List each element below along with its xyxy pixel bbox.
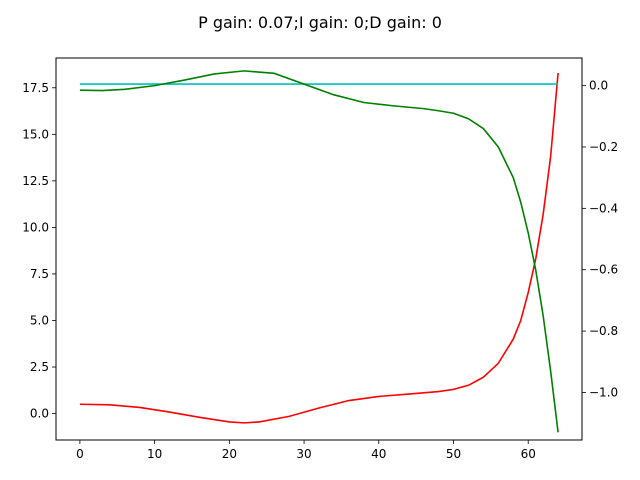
y-right-tick-label: −0.8 [589, 324, 618, 338]
x-tick-label: 20 [222, 447, 237, 461]
x-tick-label: 40 [371, 447, 386, 461]
y-right-tick-label: −1.0 [589, 385, 618, 399]
y-right-tick-label: −0.4 [589, 201, 618, 215]
series-line-1 [79, 72, 559, 424]
y-left-tick-label: 15.0 [22, 127, 49, 141]
plot-frame [55, 57, 583, 441]
x-tick-label: 50 [446, 447, 461, 461]
x-tick-label: 10 [147, 447, 162, 461]
y-right-tick-label: −0.6 [589, 263, 618, 277]
y-left-tick-label: 17.5 [22, 81, 49, 95]
y-axis-right: 0.0 −0.2 −0.4 −0.6 −0.8 −1.0 [582, 79, 618, 399]
series-layer [79, 70, 559, 433]
y-left-tick-label: 12.5 [22, 174, 49, 188]
y-right-tick-label: 0.0 [589, 79, 608, 93]
y-left-tick-label: 2.5 [30, 360, 49, 374]
chart-title: P gain: 0.07;I gain: 0;D gain: 0 [198, 13, 442, 32]
y-left-tick-label: 5.0 [30, 313, 49, 327]
y-left-tick-label: 0.0 [30, 407, 49, 421]
x-axis: 0 10 20 30 40 50 60 [76, 440, 536, 461]
series-line-3 [79, 70, 559, 433]
x-tick-label: 30 [296, 447, 311, 461]
y-axis-left: 0.0 2.5 5.0 7.5 10.0 12.5 15.0 17.5 [22, 81, 56, 421]
x-tick-label: 60 [521, 447, 536, 461]
y-left-tick-label: 10.0 [22, 220, 49, 234]
y-left-tick-label: 7.5 [30, 267, 49, 281]
x-tick-label: 0 [76, 447, 84, 461]
y-right-tick-label: −0.2 [589, 140, 618, 154]
